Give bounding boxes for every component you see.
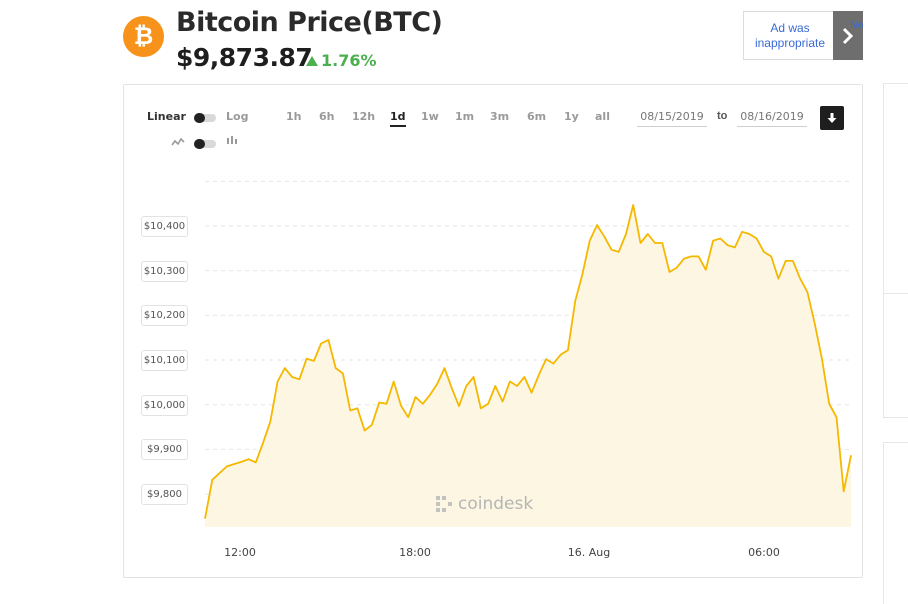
range-1d[interactable]: 1d (390, 110, 406, 127)
range-6h[interactable]: 6h (319, 110, 335, 123)
arrow-up-icon (306, 55, 318, 66)
x-tick-label: 06:00 (748, 546, 780, 559)
y-tick-label: $10,400 (141, 216, 188, 237)
current-price: $9,873.87 (176, 43, 313, 72)
coin-symbol: (BTC) (361, 7, 443, 38)
price-change-value: 1.76% (321, 51, 377, 70)
coindesk-watermark: coindesk (435, 494, 533, 514)
line-chart-icon[interactable] (171, 137, 185, 147)
y-tick-label: $9,800 (141, 484, 188, 506)
date-separator: to (717, 110, 728, 122)
x-tick-label: 18:00 (399, 546, 431, 559)
y-tick-label: $10,200 (141, 305, 188, 327)
range-all[interactable]: all (595, 110, 610, 123)
ad-next-button[interactable]: No (833, 11, 864, 60)
bitcoin-logo-icon: ₿ (123, 16, 164, 57)
download-button[interactable] (820, 106, 844, 130)
scale-linear-label[interactable]: Linear (147, 110, 186, 123)
page-title: Bitcoin Price(BTC) (176, 7, 443, 38)
y-tick-label: $10,000 (141, 394, 188, 416)
scale-log-label[interactable]: Log (226, 110, 249, 123)
range-6m[interactable]: 6m (527, 110, 547, 123)
y-tick-label: $10,300 (141, 260, 188, 282)
coin-name: Bitcoin Price (176, 7, 362, 38)
x-tick-label: 16. Aug (567, 546, 611, 559)
range-1m[interactable]: 1m (455, 110, 475, 123)
range-1h[interactable]: 1h (286, 110, 302, 123)
price-change: 1.76% (306, 51, 377, 70)
ad-peek-text: No (850, 20, 864, 31)
side-panel (883, 83, 908, 418)
range-1y[interactable]: 1y (564, 110, 579, 123)
price-chart[interactable] (124, 85, 864, 579)
candlestick-icon[interactable] (226, 136, 238, 148)
price-chart-card: Linear Log 1h 6h 12h 1d 1w 1m 3m 6m 1y all 08/15/… (123, 84, 863, 578)
watermark-text: coindesk (458, 494, 534, 514)
side-panel-lower (883, 442, 908, 604)
price-area (205, 205, 851, 527)
scale-toggle[interactable] (194, 113, 216, 123)
date-from-input[interactable]: 08/15/2019 (637, 110, 707, 127)
date-to-input[interactable]: 08/16/2019 (737, 110, 807, 127)
coindesk-logo-icon (436, 496, 452, 512)
range-12h[interactable]: 12h (352, 110, 376, 123)
y-tick-label: $10,100 (141, 350, 188, 372)
chart-type-toggle[interactable] (194, 139, 216, 149)
download-icon (827, 113, 837, 123)
y-tick-label: $9,900 (141, 439, 188, 461)
range-3m[interactable]: 3m (490, 110, 510, 123)
x-tick-label: 12:00 (224, 546, 256, 559)
price-line (204, 204, 852, 519)
range-1w[interactable]: 1w (421, 110, 439, 123)
chevron-right-icon (842, 27, 854, 44)
